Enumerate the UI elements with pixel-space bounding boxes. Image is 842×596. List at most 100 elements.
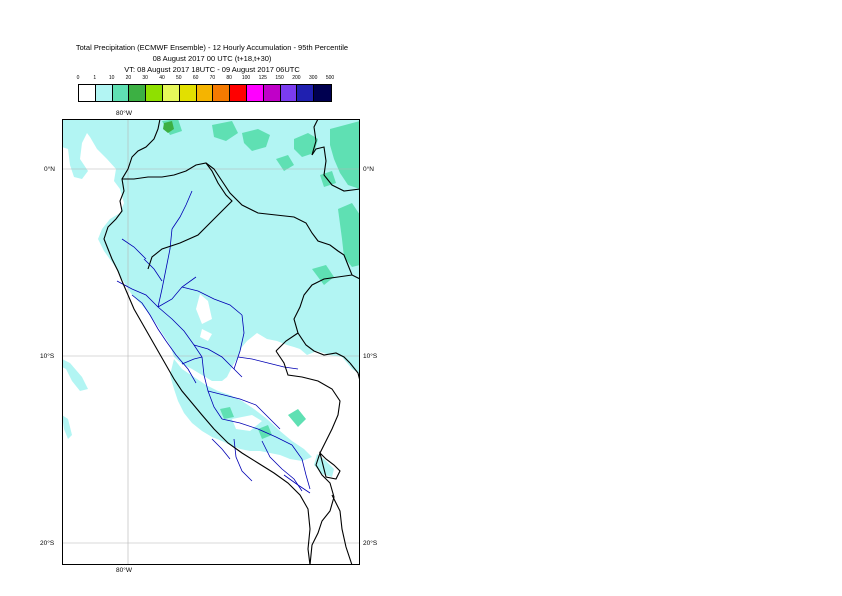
- region-border: [121, 238, 147, 260]
- region-border: [131, 294, 167, 342]
- title-line-3: VT: 08 August 2017 18UTC - 09 August 201…: [124, 65, 300, 74]
- region-border: [207, 390, 257, 406]
- dry-pocket: [232, 415, 262, 431]
- region-border: [165, 340, 197, 384]
- title-line-1: Total Precipitation (ECMWF Ensemble) - 1…: [75, 43, 349, 52]
- teal-patch: [338, 203, 360, 267]
- precip-area-ocean-2: [62, 415, 72, 439]
- peru-brazil-border-2: [275, 332, 299, 352]
- teal-patch: [330, 121, 360, 189]
- bolivia-chile-border: [331, 494, 353, 566]
- region-border: [261, 440, 303, 492]
- legend-swatch: [263, 85, 281, 101]
- legend-swatch: [95, 85, 113, 101]
- region-border: [221, 418, 293, 446]
- peru-brazil-border: [293, 274, 353, 364]
- precip-area-northwest: [62, 119, 88, 179]
- legend-swatch: [179, 85, 197, 101]
- legend-swatch: [196, 85, 214, 101]
- legend-swatch: [129, 85, 147, 101]
- legend-swatch: [162, 85, 180, 101]
- teal-patch: [242, 129, 270, 151]
- precip-area-south: [170, 359, 312, 461]
- legend-tick-label: 500: [325, 75, 335, 81]
- legend-swatch: [79, 85, 96, 101]
- legend-tick-label: 0: [76, 75, 80, 81]
- legend-tick-label: 80: [226, 75, 232, 81]
- region-border: [157, 276, 197, 308]
- region-border: [181, 356, 203, 365]
- legend-tick-label: 30: [142, 75, 148, 81]
- teal-patch: [276, 155, 294, 171]
- legend-swatch: [112, 85, 130, 101]
- region-border: [171, 190, 193, 230]
- teal-patch: [294, 133, 318, 157]
- coastline: [103, 118, 311, 566]
- lon-label-bottom: 80°W: [116, 567, 132, 574]
- region-border: [193, 344, 243, 378]
- green-patch: [163, 121, 174, 133]
- legend-tick-label: 60: [192, 75, 199, 81]
- precipitation-map: [62, 118, 361, 566]
- legend-swatch: [246, 85, 264, 101]
- precipitation-legend: [78, 84, 332, 102]
- dry-pocket: [200, 329, 212, 341]
- map-canvas: [62, 118, 361, 566]
- peru-ecuador-colombia-border: [122, 162, 361, 280]
- legend-tick-label: 100: [241, 75, 251, 81]
- region-border: [157, 228, 173, 308]
- lat-label-right-10s: 10°S: [363, 353, 378, 360]
- legend-tick-label: 1: [93, 75, 97, 81]
- title-line-2: 08 August 2017 00 UTC (t+18,t+30): [152, 54, 272, 63]
- precip-area-ocean-1: [62, 359, 88, 391]
- legend-swatch: [314, 85, 331, 101]
- lat-label-right-20s: 20°S: [363, 540, 378, 547]
- precip-area-north: [84, 119, 360, 381]
- lat-label-left-20s: 20°S: [40, 540, 55, 547]
- precip-shading-20-30mm: [163, 121, 174, 133]
- graticule: [62, 119, 360, 565]
- peru-bolivia-border: [275, 350, 341, 566]
- legend-swatch: [280, 85, 298, 101]
- region-border: [116, 280, 203, 358]
- region-border: [237, 356, 299, 370]
- country-borders: [103, 118, 361, 566]
- precip-shading-1-10mm: [62, 119, 360, 477]
- legend-swatch: [297, 85, 315, 101]
- lat-label-right-0: 0°N: [363, 166, 374, 173]
- region-borders: [116, 190, 311, 494]
- legend-tick-label: 70: [209, 75, 216, 81]
- legend-tick-label: 20: [125, 75, 132, 81]
- region-border: [143, 258, 163, 282]
- lat-label-left-10s: 10°S: [40, 353, 55, 360]
- legend-tick-label: 150: [275, 75, 284, 81]
- legend-tick-labels: 0 1 10 20 30 40 50 60 70 80 100 125 150 200 300 500: [70, 75, 360, 85]
- region-border: [291, 444, 311, 490]
- legend-tick-label: 300: [309, 75, 318, 81]
- legend-tick-label: 125: [258, 75, 267, 81]
- lon-label-top: 80°W: [116, 110, 132, 117]
- ecuador-peru-border: [147, 162, 233, 270]
- region-border: [211, 438, 231, 460]
- teal-patch: [288, 409, 306, 427]
- region-border: [181, 286, 243, 316]
- legend-tick-label: 50: [176, 75, 182, 81]
- teal-patch: [220, 407, 234, 419]
- colombia-brazil-border: [311, 146, 361, 192]
- map-frame-border: [62, 119, 360, 565]
- legend-swatch: [213, 85, 231, 101]
- lake-titicaca: [318, 451, 341, 480]
- legend-tick-label: 40: [159, 75, 165, 81]
- venezuela-border: [311, 118, 319, 156]
- teal-patch: [212, 121, 238, 141]
- teal-patch: [312, 265, 334, 285]
- legend-tick-label: 200: [292, 75, 301, 81]
- region-border: [233, 314, 245, 370]
- legend-swatch: [146, 85, 163, 101]
- dry-pockets: [196, 294, 262, 431]
- precip-area-titicaca: [314, 454, 334, 477]
- region-border: [255, 404, 281, 430]
- dry-pocket: [232, 377, 238, 385]
- lat-label-left-0: 0°N: [44, 166, 55, 173]
- legend-swatch: [230, 85, 247, 101]
